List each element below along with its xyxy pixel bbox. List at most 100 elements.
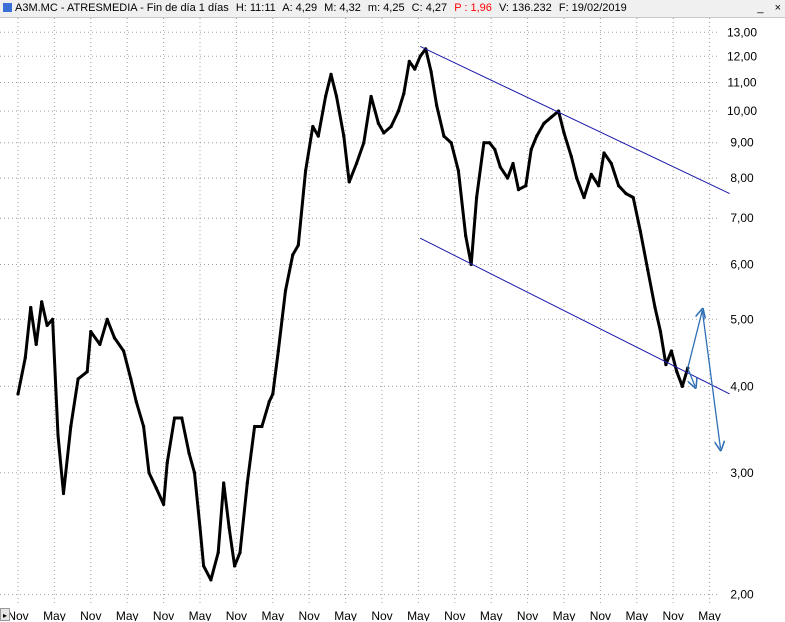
price-point <box>85 370 89 374</box>
price-point <box>418 54 422 58</box>
price-point <box>61 491 66 496</box>
projection-arrow <box>701 310 720 448</box>
price-point <box>69 424 73 429</box>
price-point <box>227 525 231 530</box>
price-point <box>596 184 601 188</box>
price-point <box>329 72 333 76</box>
price-point <box>617 184 621 188</box>
y-tick-label: 13,00 <box>727 25 757 39</box>
price-point <box>45 323 49 327</box>
price-point <box>575 176 579 180</box>
price-point <box>56 433 60 437</box>
price-point <box>316 134 320 138</box>
chart-header: A3M.MC - ATRESMEDIA - Fin de día 1 días … <box>0 0 785 18</box>
x-tick-label: May <box>261 609 284 621</box>
price-point <box>253 424 257 429</box>
price-point <box>669 349 673 353</box>
low-value: m: 4,25 <box>367 2 405 14</box>
price-point <box>154 486 158 490</box>
price-point <box>98 342 102 346</box>
price-point <box>429 70 433 74</box>
price-point <box>562 131 566 135</box>
price-point <box>407 59 411 63</box>
y-tick-label: 5,00 <box>730 312 754 326</box>
price-point <box>198 525 202 530</box>
price-point <box>29 305 33 310</box>
price-point <box>482 141 486 145</box>
price-point <box>582 195 586 200</box>
price-point <box>524 184 528 188</box>
price-point <box>362 141 366 145</box>
price-point <box>187 451 191 455</box>
price-point <box>291 253 295 257</box>
price-point <box>334 94 339 99</box>
price-point <box>653 305 657 310</box>
x-tick-label: Nov <box>371 609 392 621</box>
price-point <box>535 134 539 138</box>
high-value: M: 4,32 <box>324 2 361 14</box>
price-point <box>631 195 635 200</box>
x-tick-label: May <box>480 609 503 621</box>
price-point <box>347 180 351 184</box>
close-button[interactable]: × <box>774 2 781 14</box>
y-tick-label: 7,00 <box>730 211 754 225</box>
price-point <box>382 131 386 135</box>
price-point <box>529 147 533 152</box>
price-point <box>449 141 453 145</box>
price-point <box>323 94 328 99</box>
price-point <box>442 134 446 138</box>
x-tick-label: Nov <box>299 609 320 621</box>
price-point <box>267 400 271 404</box>
price-point <box>121 349 126 353</box>
x-tick-label: May <box>698 609 721 621</box>
price-point <box>354 161 359 166</box>
price-point <box>40 300 44 304</box>
time-value: H: 11:11 <box>235 2 276 14</box>
price-point <box>511 161 515 166</box>
x-tick-label: Nov <box>80 609 101 621</box>
price-point <box>542 121 546 125</box>
price-point <box>180 416 184 420</box>
y-tick-label: 3,00 <box>730 466 754 480</box>
price-point <box>646 267 650 272</box>
y-tick-label: 4,00 <box>730 379 754 393</box>
price-point <box>493 147 497 152</box>
price-point <box>276 349 280 353</box>
trend-channel-upper <box>420 46 730 194</box>
price-point <box>549 115 553 119</box>
window-buttons: _ × <box>749 0 781 17</box>
price-point <box>50 317 55 321</box>
x-tick-label: Nov <box>153 609 174 621</box>
projection-arrow <box>687 367 695 386</box>
minimize-button[interactable]: _ <box>757 2 764 14</box>
price-point <box>105 317 109 321</box>
price-point <box>475 195 479 200</box>
price-point <box>464 234 468 238</box>
y-tick-label: 12,00 <box>727 49 757 63</box>
y-tick-label: 2,00 <box>730 588 754 602</box>
price-point <box>680 384 684 388</box>
price-point <box>505 176 510 180</box>
price-point <box>402 91 406 96</box>
scroll-left-handle[interactable]: ▸ <box>0 608 10 621</box>
price-point <box>664 363 668 367</box>
y-tick-label: 8,00 <box>730 171 754 185</box>
price-point <box>23 356 27 360</box>
price-point <box>112 336 117 340</box>
volume-value: V: 136.232 <box>498 2 552 14</box>
price-point <box>165 461 169 465</box>
y-tick-label: 9,00 <box>730 136 754 150</box>
price-point <box>216 550 220 555</box>
open-value: A: 4,29 <box>282 2 318 14</box>
price-point <box>602 151 606 155</box>
symbol-icon <box>3 3 12 12</box>
price-point <box>147 471 151 475</box>
price-point <box>260 424 264 429</box>
y-tick-label: 10,00 <box>727 104 757 118</box>
price-point <box>638 229 643 233</box>
date-value: F: 19/02/2019 <box>558 2 627 14</box>
price-point <box>589 172 593 176</box>
price-point <box>141 424 146 429</box>
price-point <box>658 329 663 334</box>
